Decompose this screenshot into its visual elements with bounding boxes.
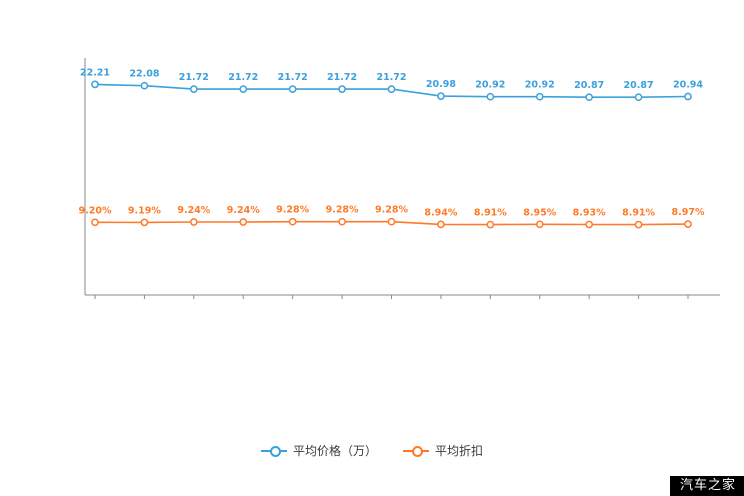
data-label: 9.28% [375, 205, 408, 216]
data-point[interactable] [91, 218, 99, 227]
data-label: 8.97% [672, 207, 705, 218]
data-label: 20.94 [673, 80, 703, 91]
data-label: 22.21 [80, 67, 110, 78]
data-point[interactable] [684, 220, 692, 228]
data-point[interactable] [239, 85, 248, 93]
data-point[interactable] [387, 217, 396, 226]
data-label: 8.94% [424, 207, 457, 218]
data-point[interactable] [486, 92, 495, 101]
data-label: 8.91% [474, 208, 507, 219]
data-label: 21.72 [278, 72, 308, 83]
data-point[interactable] [288, 217, 297, 226]
data-label: 20.98 [426, 79, 456, 90]
data-label: 20.87 [574, 80, 604, 91]
data-point[interactable] [338, 217, 346, 226]
data-point[interactable] [91, 80, 99, 89]
data-point[interactable] [634, 220, 643, 229]
data-point[interactable] [437, 92, 445, 100]
legend-item-average-price[interactable]: 平均价格（万） [260, 442, 377, 459]
data-label: 21.72 [376, 72, 406, 83]
data-label: 9.24% [177, 205, 210, 216]
data-point[interactable] [387, 85, 396, 93]
legend-label-average-price: 平均价格（万） [292, 444, 377, 458]
data-label: 21.72 [179, 72, 209, 83]
data-label: 21.72 [327, 72, 357, 83]
data-point[interactable] [684, 92, 692, 101]
data-point[interactable] [585, 93, 594, 102]
data-label: 8.95% [523, 207, 556, 218]
legend-item-average-discount[interactable]: 平均折扣 [403, 442, 483, 459]
data-label: 22.08 [129, 69, 159, 80]
data-point[interactable] [585, 220, 594, 229]
data-point[interactable] [140, 218, 149, 227]
data-point[interactable] [486, 220, 495, 229]
data-point[interactable] [437, 220, 445, 229]
data-point[interactable] [189, 85, 198, 93]
line-marker-icon [260, 445, 287, 457]
data-label: 8.91% [622, 208, 655, 219]
data-label: 21.72 [228, 72, 258, 83]
data-point[interactable] [634, 93, 643, 102]
data-label: 8.93% [573, 208, 606, 219]
data-point[interactable] [338, 85, 346, 93]
data-label: 9.20% [79, 205, 112, 216]
data-label: 9.24% [227, 205, 260, 216]
data-label: 20.87 [624, 80, 654, 91]
data-label: 20.92 [525, 80, 555, 91]
data-point[interactable] [189, 218, 198, 226]
line-marker-icon [403, 445, 429, 457]
data-label: 9.19% [128, 205, 161, 216]
legend-label-average-discount: 平均折扣 [435, 444, 484, 458]
data-label: 9.28% [326, 205, 359, 216]
autohome-watermark: 汽车之家 [669, 476, 744, 496]
data-point[interactable] [288, 85, 297, 93]
data-label: 20.92 [475, 80, 505, 91]
data-point[interactable] [239, 218, 248, 226]
data-point[interactable] [535, 220, 544, 229]
data-label: 9.28% [276, 205, 309, 216]
chart-legend: 平均价格（万） 平均折扣 [0, 442, 744, 459]
data-point[interactable] [535, 92, 544, 101]
data-point[interactable] [140, 81, 149, 90]
